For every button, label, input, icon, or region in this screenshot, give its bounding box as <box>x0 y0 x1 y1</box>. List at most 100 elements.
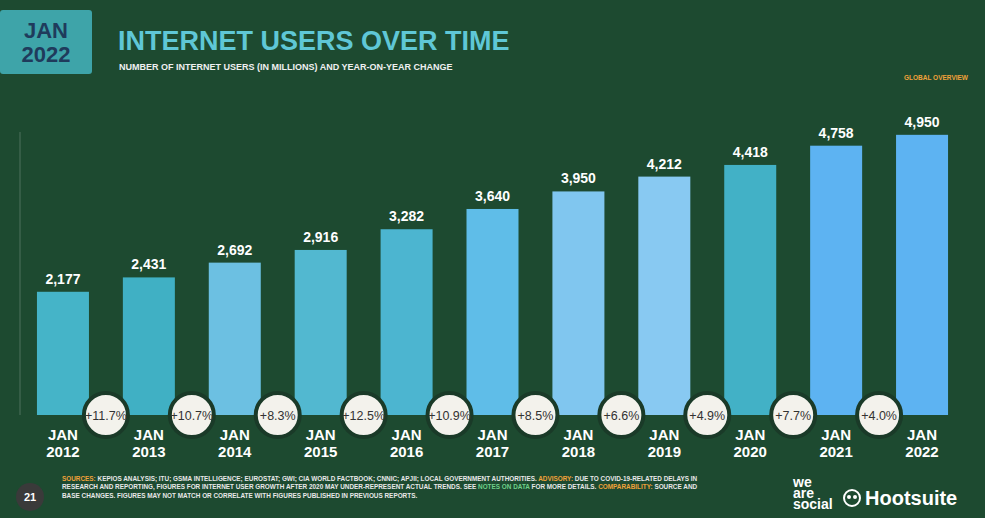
data-label: 4,212 <box>647 156 682 172</box>
yoy-label: +10.7% <box>170 409 213 423</box>
yoy-label: +8.3% <box>260 409 296 423</box>
yoy-label: +4.9% <box>689 409 725 423</box>
page: {"chart_data": {"type": "bar", "title": … <box>0 0 985 518</box>
bar <box>295 250 347 415</box>
value-axis-line <box>20 132 21 415</box>
category-label-line: JAN <box>48 426 78 443</box>
data-label: 3,282 <box>389 208 424 224</box>
yoy-label: +7.7% <box>775 409 811 423</box>
category-label: JAN2015 <box>304 426 337 460</box>
category-label-line: 2015 <box>304 443 337 460</box>
date-badge-box <box>0 10 92 74</box>
bar <box>896 135 948 415</box>
bar <box>209 263 261 415</box>
data-label: 2,692 <box>217 242 252 258</box>
title: INTERNET USERS OVER TIME <box>118 26 510 56</box>
category-label: JAN2013 <box>132 426 165 460</box>
footnote-sources: KEPIOS ANALYSIS; ITU; GSMA INTELLIGENCE;… <box>98 475 537 482</box>
category-label-line: 2017 <box>476 443 509 460</box>
yoy-circle <box>84 393 128 437</box>
category-label-line: 2016 <box>390 443 423 460</box>
category-label: JAN2014 <box>218 426 252 460</box>
data-label: 2,431 <box>131 256 166 272</box>
data-label: 3,640 <box>475 188 510 204</box>
category-label: JAN2019 <box>648 426 681 460</box>
yoy-label: +4.0% <box>861 409 897 423</box>
logo-hootsuite: Hootsuite <box>865 487 957 509</box>
category-label: JAN2018 <box>562 426 595 460</box>
category-label-line: JAN <box>649 426 679 443</box>
category-label-line: JAN <box>134 426 164 443</box>
footnote: SOURCES: KEPIOS ANALYSIS; ITU; GSMA INTE… <box>62 475 712 500</box>
page-number: 21 <box>24 491 36 503</box>
yoy-label: +6.6% <box>603 409 639 423</box>
footnote-advisory-end: FOR MORE DETAILS. <box>532 483 597 490</box>
yoy-circle <box>857 393 901 437</box>
data-label: 4,418 <box>733 144 768 160</box>
category-label: JAN2020 <box>734 426 767 460</box>
yoy-label: +11.7% <box>85 409 127 423</box>
yoy-circle <box>428 393 472 437</box>
category-label-line: 2018 <box>562 443 595 460</box>
category-label: JAN2017 <box>476 426 509 460</box>
footnote-sources-label: SOURCES: <box>62 475 96 482</box>
category-label-line: JAN <box>907 426 937 443</box>
category-label-line: JAN <box>306 426 336 443</box>
category-label-line: 2014 <box>218 443 252 460</box>
yoy-circle <box>256 393 300 437</box>
bar <box>638 177 690 415</box>
bar <box>381 229 433 415</box>
footnote-advisory-label: ADVISORY: <box>538 475 573 482</box>
category-label-line: 2021 <box>819 443 852 460</box>
date-badge-line: 2022 <box>22 42 71 67</box>
category-label: JAN2012 <box>46 426 79 460</box>
labels: 2,177 2,431 2,692 2,916 3,282 3,640 3,950 4,212… <box>45 114 939 460</box>
bar <box>810 146 862 415</box>
category-label-line: JAN <box>220 426 250 443</box>
logo-we-are-social: wearesocial <box>792 474 833 512</box>
data-label: 2,916 <box>303 229 338 245</box>
footnote-notes-link: NOTES ON DATA <box>478 483 530 490</box>
category-label-line: JAN <box>563 426 593 443</box>
category-label-line: 2019 <box>648 443 681 460</box>
category-label-line: JAN <box>477 426 507 443</box>
bars <box>37 135 948 415</box>
category-label: JAN2022 <box>905 426 938 460</box>
yoy-circle <box>599 393 643 437</box>
category-label-line: 2013 <box>132 443 165 460</box>
category-label-line: 2020 <box>734 443 767 460</box>
category-label: JAN2021 <box>819 426 852 460</box>
owl-icon <box>844 490 860 506</box>
yoy-label: +8.5% <box>518 409 554 423</box>
yoy-circle <box>342 393 386 437</box>
category-label-line: 2022 <box>905 443 938 460</box>
bar <box>37 292 89 415</box>
category-label: JAN2016 <box>390 426 423 460</box>
date-badge-line: JAN <box>24 18 68 43</box>
bar <box>552 191 604 415</box>
bar <box>123 277 175 415</box>
owl-eye <box>853 495 857 499</box>
data-label: 2,177 <box>45 271 80 287</box>
yoy-circle <box>170 393 214 437</box>
category-label-line: JAN <box>392 426 422 443</box>
date-badge: JAN2022 <box>22 18 71 67</box>
category-label-line: JAN <box>821 426 851 443</box>
subtitle: NUMBER OF INTERNET USERS (IN MILLIONS) A… <box>119 62 453 72</box>
chart-svg: JAN2022INTERNET USERS OVER TIMENUMBER OF… <box>0 0 985 518</box>
section-label: GLOBAL OVERVIEW <box>904 74 969 81</box>
yoy-circle <box>513 393 557 437</box>
category-label-line: 2012 <box>46 443 79 460</box>
yoy-circle <box>685 393 729 437</box>
bar <box>724 165 776 415</box>
yoy-label: +10.9% <box>428 409 471 423</box>
logo-line: social <box>793 496 833 512</box>
owl-eye <box>847 495 851 499</box>
data-label: 4,950 <box>905 114 940 130</box>
yoy-label: +12.5% <box>342 409 385 423</box>
data-label: 3,950 <box>561 170 596 186</box>
slide: JAN2022INTERNET USERS OVER TIMENUMBER OF… <box>0 0 985 518</box>
footnote-comparability-label: COMPARABILITY: <box>598 483 652 490</box>
page-number-circle <box>16 483 44 511</box>
bar <box>467 209 519 415</box>
